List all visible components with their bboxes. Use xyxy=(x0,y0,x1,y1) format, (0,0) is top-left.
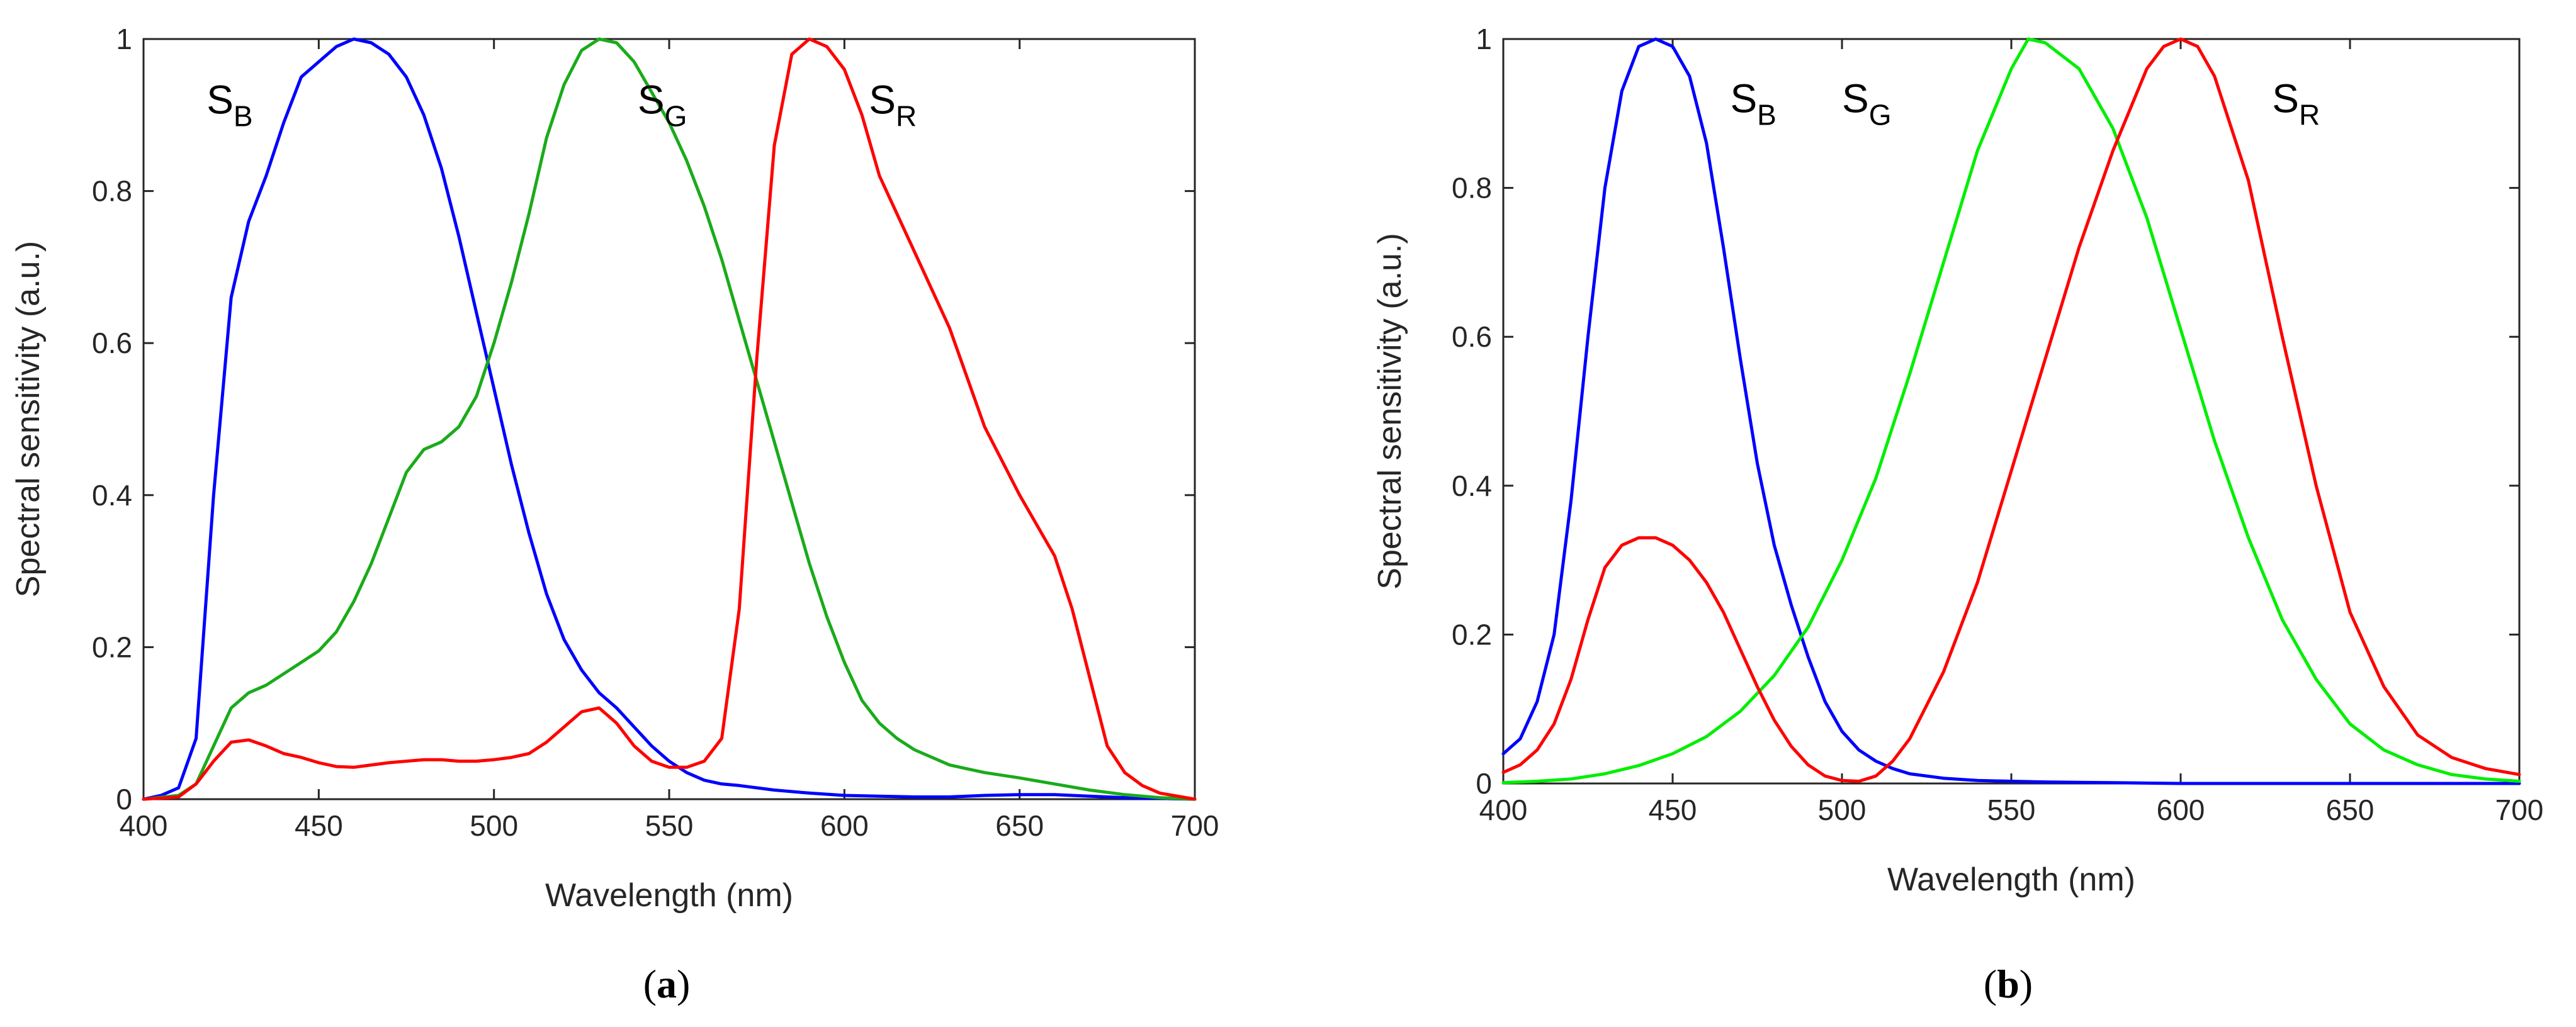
series-line-s-g xyxy=(1501,37,2521,785)
series-label: SG xyxy=(1842,76,1891,132)
series-label-main: S xyxy=(638,77,665,123)
series-label: SB xyxy=(1730,76,1776,132)
x-tick-label: 450 xyxy=(1649,794,1697,826)
x-tick-label: 600 xyxy=(2157,794,2205,826)
series-line-s-b xyxy=(1501,37,2521,785)
x-tick-label: 500 xyxy=(1818,794,1867,826)
series-label-subscript: B xyxy=(234,100,253,133)
x-tick-label: 600 xyxy=(820,809,869,842)
x-tick-label: 400 xyxy=(1479,794,1528,826)
chart-panel-a: 400 450 500 550 600 650 700 0 0.2 0.4 0.6 0.8 1 Wavel… xyxy=(10,23,1219,1006)
x-tick-label: 550 xyxy=(645,809,694,842)
y-tick-label: 0.8 xyxy=(92,175,132,208)
y-tick-label: 0 xyxy=(116,783,132,816)
y-tick-label: 0.2 xyxy=(1452,618,1492,651)
chart-panel-b: 400 450 500 550 600 650 700 0 0.2 0.4 0.6 0.8 1 Wavel… xyxy=(1372,23,2543,1006)
series-label: SB xyxy=(206,77,252,133)
x-tick-label: 550 xyxy=(1987,794,2036,826)
y-tick-label: 0 xyxy=(1476,767,1492,800)
y-axis-label: Spectral sensitivity (a.u.) xyxy=(10,241,47,597)
x-tick-label: 650 xyxy=(2326,794,2375,826)
series-label-main: S xyxy=(2272,76,2299,121)
plot-frame xyxy=(142,38,1196,800)
x-axis-label: Wavelength (nm) xyxy=(545,877,793,914)
y-tick-label: 0.6 xyxy=(92,327,132,359)
y-tick-label: 0.4 xyxy=(92,479,132,512)
series-label-main: S xyxy=(1730,76,1757,121)
plot-frame xyxy=(1502,38,2521,785)
x-tick-label: 500 xyxy=(470,809,518,842)
panel-caption: (b) xyxy=(1984,962,2033,1006)
caption-open-paren: ( xyxy=(1984,962,1997,1006)
caption-close-paren: ) xyxy=(2020,962,2033,1006)
y-axis-label: Spectral sensitivity (a.u.) xyxy=(1372,233,1408,589)
y-tick-label: 1 xyxy=(116,23,132,55)
series-label-subscript: R xyxy=(2299,99,2320,132)
series-label-subscript: G xyxy=(1869,99,1892,132)
series-line-s-g xyxy=(142,37,1197,801)
caption-close-paren: ) xyxy=(677,962,690,1006)
series-label-subscript: G xyxy=(665,100,687,133)
x-tick-label: 650 xyxy=(995,809,1044,842)
y-tick-label: 0.6 xyxy=(1452,320,1492,353)
y-tick-label: 0.4 xyxy=(1452,469,1492,502)
series-label-subscript: R xyxy=(896,100,917,133)
series-label-main: S xyxy=(869,77,896,123)
y-tick-label: 1 xyxy=(1476,23,1492,55)
series-line-s-b xyxy=(142,37,1197,801)
series-line-s-r xyxy=(142,37,1197,801)
series-label-main: S xyxy=(1842,76,1869,121)
panel-caption: (a) xyxy=(643,962,691,1006)
x-tick-label: 450 xyxy=(295,809,343,842)
x-tick-label: 700 xyxy=(2495,794,2544,826)
series-label-main: S xyxy=(206,77,234,123)
series-line-s-r xyxy=(1501,37,2521,783)
series-label-subscript: B xyxy=(1757,99,1777,132)
series-label: SR xyxy=(869,77,917,133)
series-label: SG xyxy=(638,77,687,133)
y-tick-label: 0.2 xyxy=(92,631,132,663)
x-tick-label: 400 xyxy=(120,809,168,842)
x-axis-label: Wavelength (nm) xyxy=(1887,861,2135,898)
x-tick-label: 700 xyxy=(1171,809,1219,842)
y-tick-label: 0.8 xyxy=(1452,172,1492,205)
caption-letter: b xyxy=(1997,962,2020,1006)
caption-letter: a xyxy=(657,962,677,1006)
series-label: SR xyxy=(2272,76,2320,132)
caption-open-paren: ( xyxy=(643,962,657,1006)
